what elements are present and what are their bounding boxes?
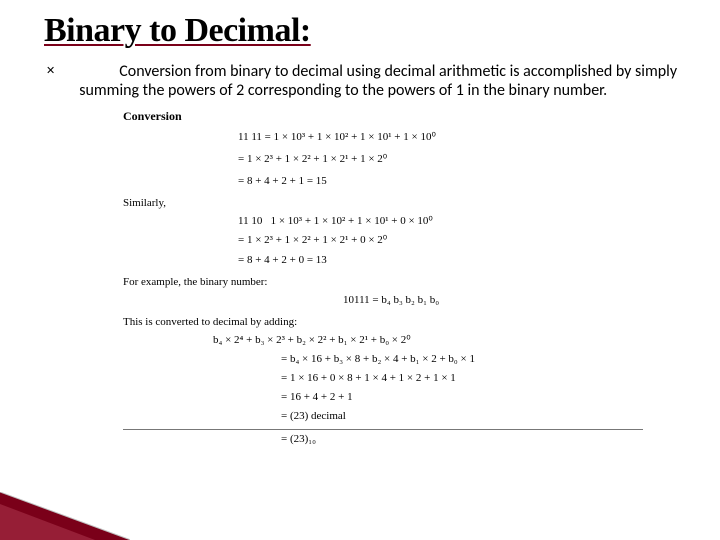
slide-title: Binary to Decimal: bbox=[44, 12, 692, 50]
example-value: 10111 = b₄ b₃ b₂ b₁ b₀ bbox=[343, 293, 653, 309]
eq-left: 11 11 = bbox=[238, 131, 271, 143]
eq-line: 11 10 1 × 10³ + 1 × 10² + 1 × 10¹ + 0 × … bbox=[238, 214, 653, 230]
eq-line: = 1 × 2³ + 1 × 2² + 1 × 2¹ + 0 × 2⁰ bbox=[238, 233, 653, 249]
conversion-header: Conversion bbox=[123, 108, 653, 125]
eq-block-3: b₄ × 2⁴ + b₃ × 2³ + b₂ × 2² + b₁ × 2¹ + … bbox=[213, 333, 653, 448]
eq-line: = 1 × 2³ + 1 × 2² + 1 × 2¹ + 1 × 2⁰ bbox=[238, 152, 653, 168]
eq-line: = 16 + 4 + 2 + 1 bbox=[281, 390, 653, 406]
eq-line: = (23) decimal bbox=[281, 409, 653, 425]
eq-left: 11 10 bbox=[238, 215, 262, 227]
eq-line: = (23)₁₀ bbox=[281, 432, 653, 448]
eq-line: 11 11 = 1 × 10³ + 1 × 10² + 1 × 10¹ + 1 … bbox=[238, 130, 653, 146]
eq-line: = 1 × 16 + 0 × 8 + 1 × 4 + 1 × 2 + 1 × 1 bbox=[281, 371, 653, 387]
eq-line: = 8 + 4 + 2 + 1 = 15 bbox=[238, 174, 653, 190]
corner-accent bbox=[0, 492, 130, 540]
example-label: For example, the binary number: bbox=[123, 275, 653, 291]
divider-line bbox=[123, 429, 643, 430]
slide: Binary to Decimal: ✕ Conversion from bin… bbox=[0, 0, 720, 448]
eq-line: = 8 + 4 + 2 + 0 = 13 bbox=[238, 253, 653, 269]
eq-block-1: 11 11 = 1 × 10³ + 1 × 10² + 1 × 10¹ + 1 … bbox=[238, 130, 653, 190]
eq-right: 1 × 10³ + 1 × 10² + 1 × 10¹ + 1 × 10⁰ bbox=[274, 131, 436, 143]
conversion-box: Conversion 11 11 = 1 × 10³ + 1 × 10² + 1… bbox=[123, 108, 653, 447]
eq-block-2: 11 10 1 × 10³ + 1 × 10² + 1 × 10¹ + 0 × … bbox=[238, 214, 653, 270]
eq-line: = b₄ × 16 + b₃ × 8 + b₂ × 4 + b₁ × 2 + b… bbox=[281, 352, 653, 368]
similarly-label: Similarly, bbox=[123, 196, 653, 212]
converted-label: This is converted to decimal by adding: bbox=[123, 315, 653, 331]
eq-line: b₄ × 2⁴ + b₃ × 2³ + b₂ × 2² + b₁ × 2¹ + … bbox=[213, 333, 653, 349]
eq-right: 1 × 10³ + 1 × 10² + 1 × 10¹ + 0 × 10⁰ bbox=[271, 215, 433, 227]
bullet-row: ✕ Conversion from binary to decimal usin… bbox=[46, 62, 692, 100]
bullet-icon: ✕ bbox=[46, 64, 55, 77]
body-text: Conversion from binary to decimal using … bbox=[79, 62, 692, 100]
